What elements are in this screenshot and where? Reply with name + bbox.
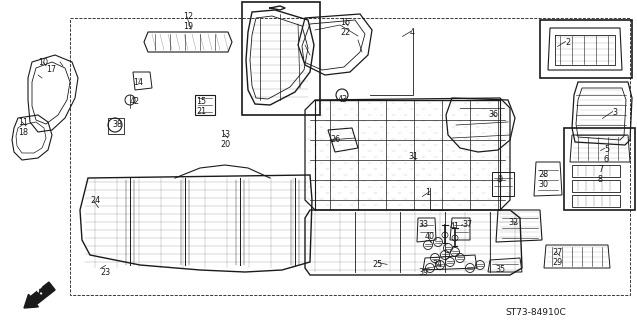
Text: FR.: FR. (24, 278, 46, 298)
Text: 32: 32 (508, 218, 518, 227)
Text: 33: 33 (418, 220, 428, 229)
Bar (564, 128, 635, 210)
Text: 43: 43 (338, 95, 348, 104)
Text: 7: 7 (598, 165, 603, 174)
Text: 1: 1 (425, 188, 430, 197)
Text: 6: 6 (604, 155, 609, 164)
Text: 19: 19 (183, 22, 193, 31)
Text: 5: 5 (604, 145, 609, 154)
Text: 36: 36 (488, 110, 498, 119)
Text: 3: 3 (612, 108, 617, 117)
Text: 42: 42 (130, 97, 140, 106)
Text: 22: 22 (340, 28, 350, 37)
Bar (540, 20, 632, 78)
Text: 4: 4 (410, 28, 415, 37)
Text: 23: 23 (100, 268, 110, 277)
Text: 20: 20 (220, 140, 230, 149)
Bar (195, 95, 215, 115)
FancyArrow shape (24, 282, 55, 308)
Text: 31: 31 (408, 152, 418, 161)
Text: 24: 24 (90, 196, 100, 205)
Text: 21: 21 (196, 107, 206, 116)
Text: 11: 11 (18, 118, 28, 127)
Text: 39: 39 (418, 268, 428, 277)
Text: 30: 30 (538, 180, 548, 189)
Text: 34: 34 (432, 260, 442, 269)
Text: 40: 40 (425, 232, 435, 241)
Text: 28: 28 (538, 170, 548, 179)
Text: 14: 14 (133, 78, 143, 87)
Text: 18: 18 (18, 128, 28, 137)
Text: 15: 15 (196, 97, 206, 106)
Text: 35: 35 (495, 265, 505, 274)
Text: 16: 16 (340, 18, 350, 27)
Text: 10: 10 (38, 58, 48, 67)
Text: 41: 41 (450, 222, 460, 231)
Bar (492, 172, 514, 196)
Text: 29: 29 (552, 258, 562, 267)
Text: 17: 17 (46, 65, 56, 74)
Text: 25: 25 (372, 260, 382, 269)
Text: 9: 9 (498, 175, 503, 184)
Text: 27: 27 (552, 248, 562, 257)
Bar (242, 2, 320, 115)
Text: 37: 37 (462, 220, 472, 229)
Text: 13: 13 (220, 130, 230, 139)
Text: 12: 12 (183, 12, 193, 21)
Bar (108, 118, 124, 134)
Bar (70, 18, 630, 295)
Text: 8: 8 (598, 175, 603, 184)
Text: 38: 38 (112, 120, 122, 129)
Text: 26: 26 (330, 135, 340, 144)
Text: 2: 2 (565, 38, 570, 47)
Text: ST73-84910C: ST73-84910C (505, 308, 566, 317)
